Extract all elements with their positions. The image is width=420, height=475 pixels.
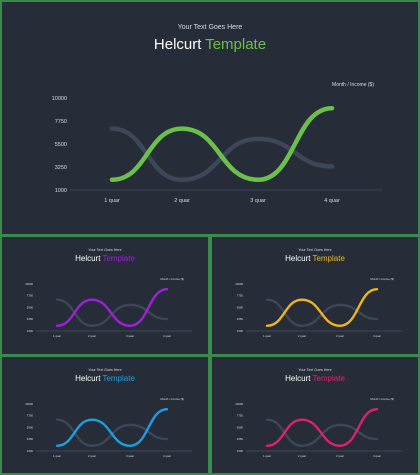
slide-main-green: Your Text Goes Here Helcurt Template Mont… — [2, 2, 418, 234]
slide-yellow: Your Text Goes Here Helcurt Template Mont… — [212, 237, 418, 354]
chart-unit-note: Month / Income ($) — [332, 82, 374, 88]
x-tick-label: 3 quar — [126, 454, 134, 458]
x-tick-label: 4 quar — [324, 198, 340, 204]
slide-title: Helcurt Template — [2, 254, 208, 263]
y-tick-label: 7750 — [237, 294, 244, 298]
x-tick-label: 4 quar — [163, 334, 171, 338]
y-tick-label: 5500 — [27, 305, 34, 309]
series-line-accent — [265, 288, 379, 327]
chart-unit-note: Month / Income ($) — [160, 277, 184, 281]
line-chart: 10000 7750 5500 3250 1000 1 quar 2 quar 3 quar 4… — [25, 282, 192, 338]
title-plain: Helcurt — [285, 254, 311, 263]
y-tick-label: 7750 — [55, 119, 67, 125]
y-tick-label: 5500 — [27, 425, 34, 429]
series-line-accent — [265, 408, 379, 447]
line-chart: 10000 7750 5500 3250 1000 1 quar 2 quar 3 quar 4… — [235, 402, 402, 458]
slide-title: Helcurt Template — [212, 254, 418, 263]
series-line-accent — [55, 288, 169, 327]
slide-title: Helcurt Template — [2, 374, 208, 383]
x-tick-label: 2 quar — [174, 198, 190, 204]
y-tick-label: 1000 — [27, 329, 34, 333]
title-accent: Template — [102, 254, 135, 263]
slide-subtitle: Your Text Goes Here — [298, 248, 332, 252]
title-accent: Template — [312, 374, 345, 383]
y-tick-label: 5500 — [237, 305, 244, 309]
x-tick-label: 3 quar — [336, 334, 344, 338]
x-tick-label: 3 quar — [250, 198, 266, 204]
slide-subtitle: Your Text Goes Here — [88, 248, 122, 252]
x-tick-label: 1 quar — [53, 334, 61, 338]
y-tick-label: 7750 — [27, 414, 34, 418]
x-tick-label: 4 quar — [373, 454, 381, 458]
y-tick-label: 3250 — [237, 437, 244, 441]
y-tick-label: 10000 — [235, 402, 243, 406]
chart-unit-note: Month / Income ($) — [370, 397, 394, 401]
y-tick-label: 5500 — [55, 142, 67, 148]
line-chart: 10000 7750 5500 3250 1000 1 quar 2 quar 3 quar 4… — [52, 96, 382, 204]
slide-pink: Your Text Goes Here Helcurt Template Mont… — [212, 357, 418, 473]
x-tick-label: 1 quar — [104, 198, 120, 204]
y-tick-label: 3250 — [27, 437, 34, 441]
x-tick-label: 1 quar — [263, 454, 271, 458]
x-tick-label: 4 quar — [373, 334, 381, 338]
slide-purple: Your Text Goes Here Helcurt Template Mont… — [2, 237, 208, 354]
line-chart: 10000 7750 5500 3250 1000 1 quar 2 quar 3 quar 4… — [235, 282, 402, 338]
slide-subtitle: Your Text Goes Here — [177, 24, 243, 31]
title-plain: Helcurt — [285, 374, 311, 383]
y-tick-label: 1000 — [27, 449, 34, 453]
y-tick-label: 3250 — [237, 317, 244, 321]
line-chart: 10000 7750 5500 3250 1000 1 quar 2 quar 3 quar 4… — [25, 402, 192, 458]
x-tick-label: 2 quar — [88, 454, 96, 458]
x-tick-label: 3 quar — [336, 454, 344, 458]
x-tick-label: 4 quar — [163, 454, 171, 458]
slide-subtitle: Your Text Goes Here — [88, 368, 122, 372]
title-plain: Helcurt — [153, 36, 202, 53]
y-tick-label: 10000 — [25, 402, 33, 406]
y-tick-label: 3250 — [55, 165, 67, 171]
y-tick-label: 1000 — [237, 329, 244, 333]
y-tick-label: 7750 — [237, 414, 244, 418]
y-tick-label: 10000 — [25, 282, 33, 286]
y-tick-label: 1000 — [55, 188, 67, 194]
x-tick-label: 2 quar — [298, 454, 306, 458]
title-accent: Template — [102, 374, 135, 383]
y-tick-label: 1000 — [237, 449, 244, 453]
slide-title: Helcurt Template — [212, 374, 418, 383]
x-tick-label: 3 quar — [126, 334, 134, 338]
y-tick-label: 10000 — [52, 96, 67, 102]
x-tick-label: 1 quar — [263, 334, 271, 338]
chart-unit-note: Month / Income ($) — [160, 397, 184, 401]
slide-title: Helcurt Template — [2, 36, 418, 53]
y-tick-label: 7750 — [27, 294, 34, 298]
y-tick-label: 3250 — [27, 317, 34, 321]
series-line-accent — [55, 408, 169, 447]
title-accent: Template — [205, 36, 267, 53]
title-accent: Template — [312, 254, 345, 263]
y-tick-label: 10000 — [235, 282, 243, 286]
chart-unit-note: Month / Income ($) — [370, 277, 394, 281]
slide-subtitle: Your Text Goes Here — [298, 368, 332, 372]
x-tick-label: 2 quar — [298, 334, 306, 338]
y-tick-label: 5500 — [237, 425, 244, 429]
series-line-secondary — [109, 126, 335, 183]
title-plain: Helcurt — [75, 374, 101, 383]
x-tick-label: 1 quar — [53, 454, 61, 458]
x-tick-label: 2 quar — [88, 334, 96, 338]
title-plain: Helcurt — [75, 254, 101, 263]
series-line-accent — [109, 105, 335, 183]
slide-blue: Your Text Goes Here Helcurt Template Mont… — [2, 357, 208, 473]
